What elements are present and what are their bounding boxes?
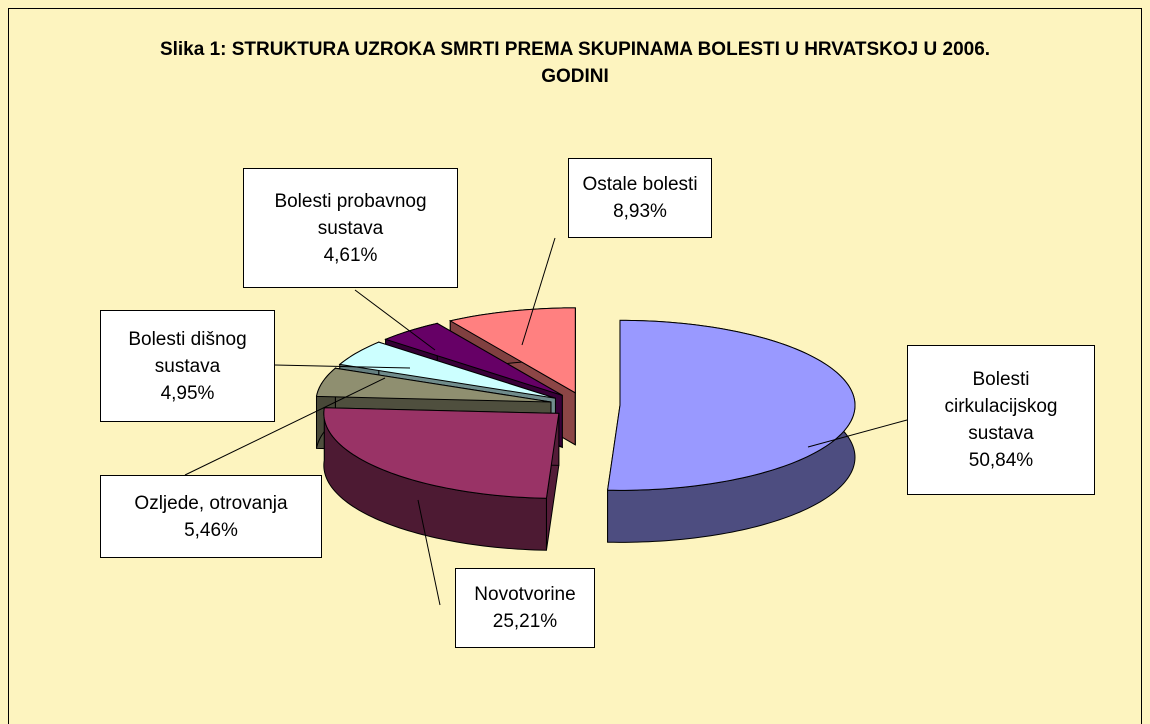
leader-line	[521, 237, 556, 346]
slice	[323, 407, 560, 551]
leader-line	[807, 419, 908, 448]
label-category: Ozljede, otrovanja	[134, 492, 288, 514]
slice	[607, 319, 856, 543]
slice-top	[315, 367, 552, 403]
slice-top	[448, 307, 576, 394]
data-label: Bolesti probavnog sustava 4,61%	[243, 168, 458, 288]
label-category: Novotvorine	[474, 584, 576, 605]
slice-top	[323, 407, 560, 499]
leader-line	[354, 289, 436, 351]
data-label: Novotvorine 25,21%	[455, 568, 595, 648]
label-value: 5,46%	[184, 519, 238, 541]
leader-line	[274, 364, 411, 369]
data-label: Ostale bolesti 8,93%	[568, 158, 712, 238]
data-label: Bolesti dišnog sustava 4,95%	[100, 310, 275, 422]
data-label: Ozljede, otrovanja 5,46%	[100, 475, 322, 558]
label-category: Bolesti cirkulacijskog sustava	[944, 369, 1058, 444]
slice-top	[607, 319, 856, 491]
label-value: 25,21%	[492, 611, 558, 632]
leader-line	[417, 499, 441, 606]
slice-top	[338, 341, 556, 399]
label-value: 50,84%	[968, 450, 1034, 471]
label-category: Bolesti dišnog sustava	[128, 328, 247, 377]
chart-title: Slika 1: STRUKTURA UZROKA SMRTI PREMA SK…	[159, 39, 991, 87]
data-label: Bolesti cirkulacijskog sustava 50,84%	[907, 345, 1095, 495]
label-value: 8,93%	[613, 201, 667, 222]
label-value: 4,95%	[160, 382, 215, 404]
label-category: Bolesti probavnog sustava	[274, 190, 427, 239]
label-category: Ostale bolesti	[582, 174, 698, 195]
chart-border	[8, 8, 1142, 724]
leader-line	[184, 377, 386, 476]
label-value: 4,61%	[323, 244, 378, 266]
